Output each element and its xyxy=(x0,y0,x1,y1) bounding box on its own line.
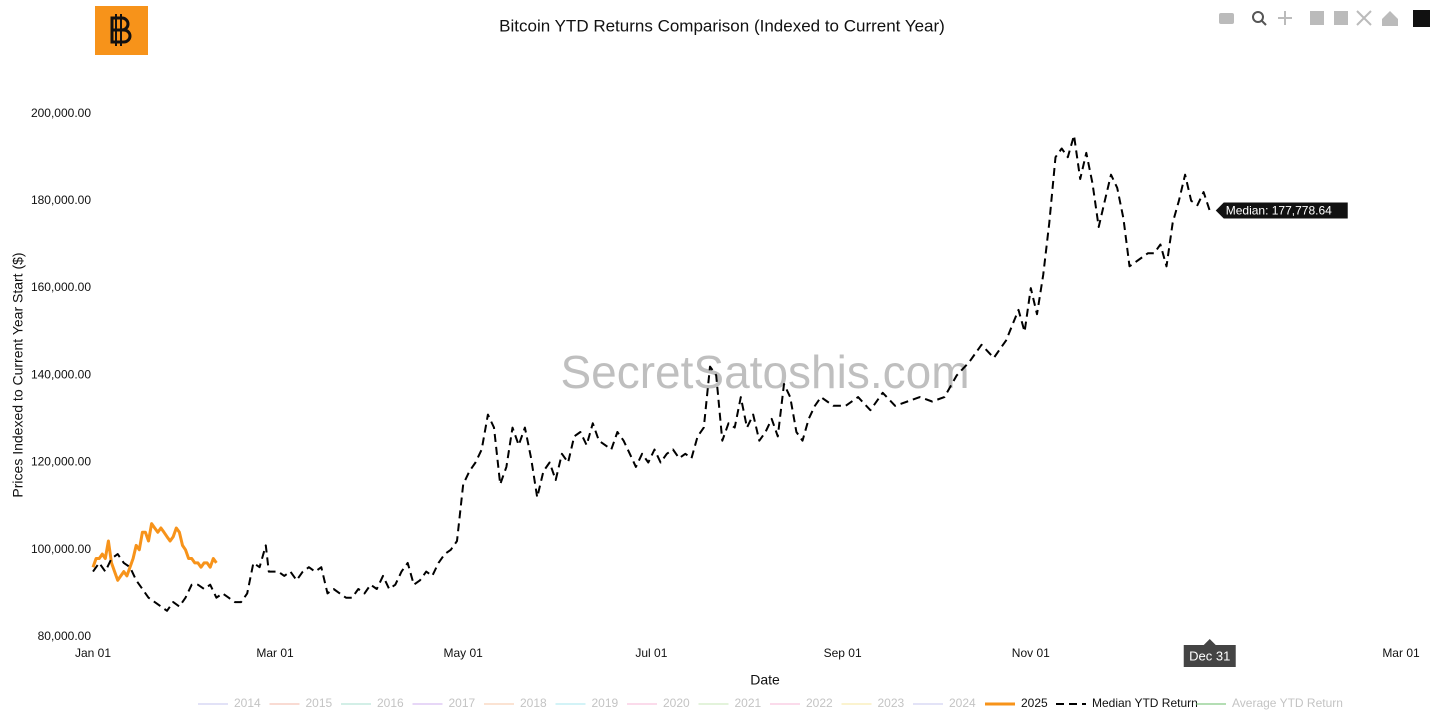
legend-text: 2019 xyxy=(592,696,619,710)
series-line xyxy=(91,522,218,582)
chart-title: Bitcoin YTD Returns Comparison (Indexed … xyxy=(499,16,945,35)
legend-entry[interactable]: 2023 xyxy=(841,696,905,710)
hover-label: Median: 177,778.64 xyxy=(1215,202,1348,219)
x-tick-label: Nov 01 xyxy=(1012,646,1050,660)
legend-entry[interactable]: 2025 xyxy=(985,696,1048,710)
hover-text: Median: 177,778.64 xyxy=(1226,204,1332,218)
legend-entry[interactable]: 2022 xyxy=(770,696,833,710)
legend-text: 2018 xyxy=(520,696,547,710)
home-icon[interactable] xyxy=(1382,11,1398,26)
y-tick-label: 200,000.00 xyxy=(31,106,91,120)
legend-text: 2025 xyxy=(1021,696,1048,710)
y-axis-label: Prices Indexed to Current Year Start ($) xyxy=(10,252,26,497)
legend-entry[interactable]: 2021 xyxy=(698,696,762,710)
legend-entry[interactable]: 2014 xyxy=(198,696,261,710)
x-tick-label: Sep 01 xyxy=(824,646,862,660)
x-tick-label: May 01 xyxy=(444,646,484,660)
zoom-icon[interactable] xyxy=(1252,11,1264,23)
camera-icon[interactable] xyxy=(1219,13,1234,24)
legend-text: 2020 xyxy=(663,696,690,710)
y-tick-label: 80,000.00 xyxy=(38,629,92,643)
y-tick-label: 120,000.00 xyxy=(31,455,91,469)
autoscale-icon[interactable] xyxy=(1356,10,1372,26)
y-tick-label: 140,000.00 xyxy=(31,367,91,381)
plotly-icon[interactable] xyxy=(1413,10,1430,27)
legend-text: 2022 xyxy=(806,696,833,710)
zoom-in-icon[interactable] xyxy=(1310,11,1324,25)
y-tick-label: 160,000.00 xyxy=(31,280,91,294)
x-tick-label: Mar 01 xyxy=(256,646,294,660)
legend-entry[interactable]: Average YTD Return xyxy=(1196,696,1343,710)
legend-entry[interactable]: 2020 xyxy=(627,696,690,710)
legend-text: 2021 xyxy=(735,696,762,710)
hover-box xyxy=(1215,202,1348,219)
hover-x-box xyxy=(1183,639,1236,667)
legend-entry[interactable]: Median YTD Return xyxy=(1056,696,1198,710)
legend-entry[interactable]: 2018 xyxy=(484,696,547,710)
series-line xyxy=(92,134,1211,612)
legend-text: 2024 xyxy=(949,696,976,710)
legend-text: 2014 xyxy=(234,696,261,710)
legend-entry[interactable]: 2024 xyxy=(913,696,976,710)
legend-entry[interactable]: 2017 xyxy=(412,696,476,710)
y-tick-label: 180,000.00 xyxy=(31,193,91,207)
legend-text: 2023 xyxy=(878,696,905,710)
hover-x-text: Dec 31 xyxy=(1189,648,1230,663)
x-tick-label: Jan 01 xyxy=(75,646,111,660)
zoom-out-icon[interactable] xyxy=(1334,11,1348,25)
toolbar[interactable] xyxy=(1219,10,1430,27)
logo xyxy=(95,6,148,55)
legend-entry[interactable]: 2016 xyxy=(341,696,404,710)
legend-entry[interactable]: 2019 xyxy=(555,696,619,710)
watermark: SecretSatoshis.com xyxy=(560,346,969,398)
legend-text: Average YTD Return xyxy=(1232,696,1343,710)
legend-text: 2016 xyxy=(377,696,404,710)
legend-text: 2015 xyxy=(306,696,333,710)
legend-entry[interactable]: 2015 xyxy=(269,696,333,710)
x-tick-label: Jul 01 xyxy=(635,646,667,660)
pan-icon[interactable] xyxy=(1278,11,1292,25)
legend-text: 2017 xyxy=(449,696,476,710)
hover-x-label: Dec 31 xyxy=(1183,639,1236,667)
y-tick-label: 100,000.00 xyxy=(31,542,91,556)
legend-text: Median YTD Return xyxy=(1092,696,1198,710)
x-tick-label: Mar 01 xyxy=(1382,646,1420,660)
x-axis-label: Date xyxy=(750,672,780,688)
